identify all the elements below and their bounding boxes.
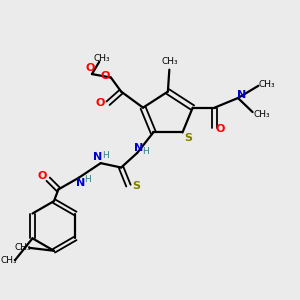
Text: N: N <box>237 89 246 100</box>
Text: O: O <box>86 63 95 73</box>
Text: H: H <box>142 147 149 156</box>
Text: CH₃: CH₃ <box>94 53 110 62</box>
Text: CH₃: CH₃ <box>253 110 270 119</box>
Text: CH₃: CH₃ <box>0 256 17 265</box>
Text: N: N <box>93 152 102 162</box>
Text: O: O <box>215 124 225 134</box>
Text: H: H <box>102 151 109 160</box>
Text: CH₃: CH₃ <box>259 80 275 89</box>
Text: S: S <box>184 133 192 143</box>
Text: N: N <box>134 143 143 153</box>
Text: H: H <box>84 175 91 184</box>
Text: N: N <box>76 178 85 188</box>
Text: O: O <box>95 98 104 108</box>
Text: CH₃: CH₃ <box>162 57 178 66</box>
Text: O: O <box>101 71 110 81</box>
Text: CH₃: CH₃ <box>14 243 31 252</box>
Text: S: S <box>133 181 141 191</box>
Text: O: O <box>38 171 47 181</box>
